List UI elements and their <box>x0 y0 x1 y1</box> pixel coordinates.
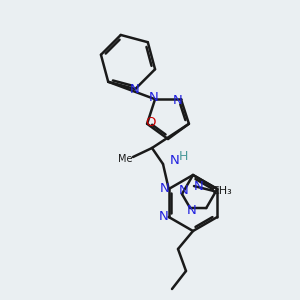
Text: CH₃: CH₃ <box>212 186 233 196</box>
Text: N: N <box>173 94 183 107</box>
Text: N: N <box>187 205 197 218</box>
Text: N: N <box>129 82 139 95</box>
Text: N: N <box>179 184 189 196</box>
Text: N: N <box>160 182 169 196</box>
Text: N: N <box>170 154 180 166</box>
Text: N: N <box>159 211 169 224</box>
Text: Me: Me <box>118 154 132 164</box>
Text: O: O <box>145 116 155 129</box>
Text: H: H <box>178 149 188 163</box>
Text: N: N <box>149 91 159 104</box>
Text: N: N <box>194 180 204 193</box>
